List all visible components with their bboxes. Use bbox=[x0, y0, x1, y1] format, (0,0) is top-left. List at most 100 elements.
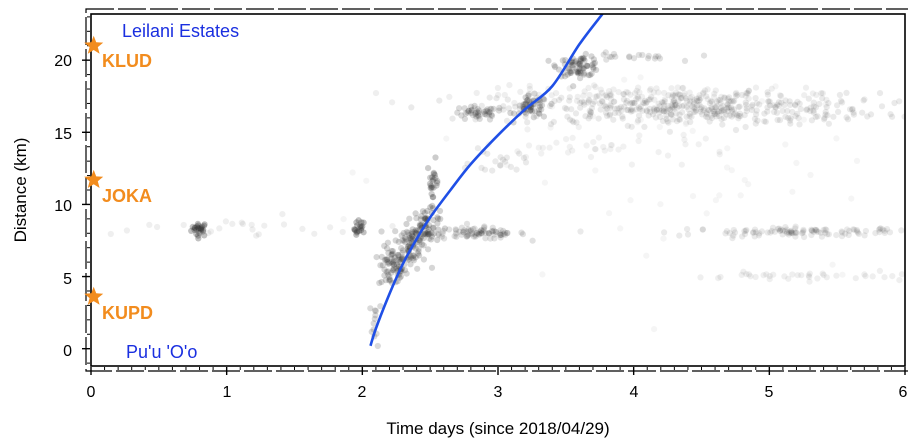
event-point bbox=[678, 95, 685, 102]
event-point bbox=[619, 113, 626, 120]
event-point bbox=[427, 204, 434, 211]
event-point bbox=[522, 159, 530, 166]
event-point bbox=[822, 108, 829, 115]
event-point bbox=[749, 101, 756, 108]
event-point bbox=[700, 89, 707, 96]
event-point bbox=[420, 256, 427, 263]
event-point bbox=[781, 227, 789, 235]
event-point bbox=[693, 95, 700, 102]
event-point bbox=[441, 235, 448, 242]
event-point bbox=[643, 107, 650, 114]
event-point bbox=[407, 236, 414, 243]
event-point bbox=[572, 110, 580, 117]
event-point bbox=[718, 116, 725, 123]
event-point bbox=[777, 92, 785, 100]
event-point bbox=[590, 139, 597, 146]
event-point bbox=[717, 96, 724, 104]
event-point bbox=[388, 269, 395, 276]
event-point bbox=[651, 96, 658, 103]
event-point bbox=[620, 91, 628, 98]
event-point bbox=[371, 315, 378, 322]
event-point bbox=[389, 248, 396, 255]
event-point bbox=[479, 228, 487, 235]
event-point bbox=[839, 271, 846, 278]
event-point bbox=[389, 251, 396, 258]
event-point bbox=[869, 273, 876, 280]
event-point bbox=[723, 105, 730, 112]
event-point bbox=[222, 218, 229, 225]
event-point bbox=[798, 230, 806, 237]
event-point bbox=[670, 98, 677, 105]
event-point bbox=[404, 243, 411, 250]
event-point bbox=[378, 253, 385, 260]
event-point bbox=[672, 92, 679, 99]
event-point bbox=[405, 243, 412, 250]
event-point bbox=[412, 254, 419, 261]
event-point bbox=[876, 267, 884, 274]
event-point bbox=[611, 98, 618, 105]
event-point bbox=[647, 96, 654, 103]
event-point bbox=[524, 119, 531, 126]
event-point bbox=[577, 70, 584, 77]
event-point bbox=[478, 227, 485, 234]
event-point bbox=[610, 116, 617, 123]
event-point bbox=[685, 106, 692, 113]
event-point bbox=[360, 229, 367, 236]
event-point bbox=[403, 228, 410, 235]
event-point bbox=[546, 144, 553, 151]
event-point bbox=[814, 113, 821, 120]
place-label-puu-oo: Pu'u 'O'o bbox=[126, 342, 197, 362]
event-point bbox=[688, 113, 695, 120]
event-point bbox=[398, 232, 405, 239]
event-point bbox=[723, 111, 730, 118]
event-point bbox=[799, 229, 807, 236]
event-point bbox=[657, 113, 664, 121]
event-point bbox=[339, 228, 346, 236]
event-point bbox=[633, 87, 640, 94]
event-point bbox=[461, 105, 468, 112]
event-point bbox=[681, 57, 689, 64]
event-point bbox=[538, 102, 546, 109]
event-point bbox=[901, 113, 905, 120]
event-point bbox=[374, 342, 381, 350]
event-point bbox=[195, 235, 202, 242]
event-point bbox=[611, 105, 619, 112]
event-point bbox=[409, 226, 416, 233]
event-point bbox=[725, 104, 733, 111]
event-point bbox=[823, 96, 830, 103]
event-point bbox=[713, 102, 720, 110]
place-label-leilani-estates: Leilani Estates bbox=[122, 21, 239, 41]
event-point bbox=[538, 106, 545, 113]
event-point bbox=[146, 221, 153, 228]
event-point bbox=[482, 229, 489, 237]
event-point bbox=[456, 228, 463, 235]
event-point bbox=[779, 227, 786, 234]
event-point bbox=[741, 177, 748, 184]
event-point bbox=[541, 179, 549, 186]
event-point bbox=[647, 85, 654, 93]
event-point bbox=[808, 231, 815, 239]
event-point bbox=[354, 228, 361, 235]
event-point bbox=[512, 103, 519, 110]
event-point bbox=[587, 111, 594, 118]
event-point bbox=[872, 230, 879, 237]
event-point bbox=[697, 106, 704, 113]
event-point bbox=[792, 113, 799, 120]
event-point bbox=[460, 228, 467, 235]
event-point bbox=[382, 277, 389, 284]
event-point bbox=[427, 182, 434, 189]
event-point bbox=[386, 273, 393, 281]
event-point bbox=[813, 91, 820, 98]
event-point bbox=[881, 227, 888, 234]
event-point bbox=[575, 124, 582, 131]
event-point bbox=[418, 213, 425, 220]
event-point bbox=[392, 237, 399, 244]
event-point bbox=[785, 275, 792, 282]
event-point bbox=[750, 229, 757, 236]
event-point bbox=[522, 100, 530, 107]
event-point bbox=[681, 90, 688, 97]
event-point bbox=[854, 229, 862, 236]
event-point bbox=[414, 250, 422, 257]
event-point bbox=[513, 166, 520, 173]
event-point bbox=[707, 98, 714, 105]
